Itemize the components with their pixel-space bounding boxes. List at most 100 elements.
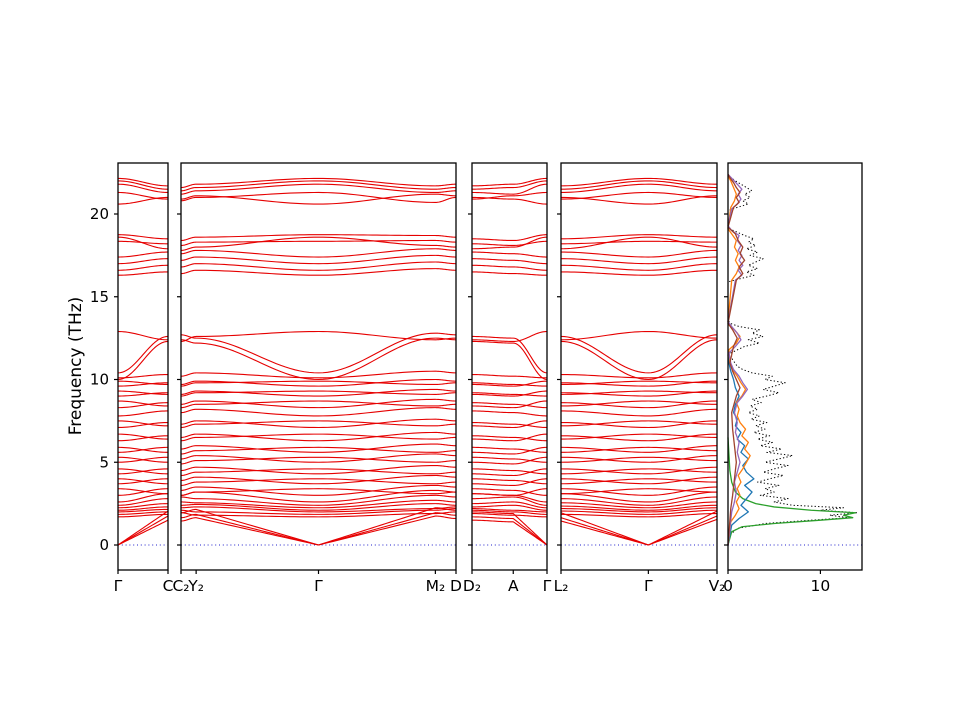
band-line [560,372,718,379]
kpoint-label: D [450,577,462,595]
band-line [180,370,457,379]
band-line [560,445,718,453]
band-line [180,239,456,246]
band-line [471,456,548,463]
band-line [117,400,169,407]
kpoint-label: Γ [543,577,552,595]
kpoint-label: M₂ [426,577,446,595]
band-line [180,433,456,442]
band-line [560,234,718,240]
band-line [471,504,548,511]
panel-border [117,162,169,571]
band-line [181,508,457,515]
band-line [560,191,718,200]
band-line [560,486,718,496]
band-line [180,488,457,496]
y-tick-label: 10 [90,371,109,389]
panel-border [560,162,718,571]
y-tick-label: 0 [99,536,109,554]
band-line [117,456,169,463]
kpoint-label: Γ [114,577,123,595]
band-line [117,390,169,395]
band-line [471,335,548,374]
band-line [560,468,718,475]
band-line [472,271,547,276]
band-line [180,180,457,192]
band-line [471,496,548,506]
band-line [471,421,548,429]
band-line [117,468,169,475]
band-line [471,240,548,246]
band-line [180,261,457,271]
band-line [471,234,548,242]
band-line [471,390,548,397]
band-line [560,476,718,485]
band-line [471,513,548,518]
band-line [117,488,169,495]
band-line [471,382,548,387]
band-line [117,410,169,417]
band-line [560,446,718,453]
band-line [472,264,548,271]
band-line [471,508,548,513]
band-line [117,498,169,506]
band-line [117,420,169,427]
band-line [471,501,548,509]
band-line [117,191,169,200]
kpoint-label: D₂ [463,577,481,595]
dos-curve-pdos-blue [727,354,755,546]
band-line [117,373,169,379]
band-line [117,515,169,546]
panel-border [727,162,863,571]
band-line [117,506,169,511]
band-line [180,337,457,381]
band-line [560,236,718,250]
band-line [180,248,457,258]
band-line [560,455,718,463]
band-line [471,519,548,546]
kpoint-label: C [163,577,174,595]
band-line [117,402,169,409]
band-line [560,433,718,442]
kpoint-label: Γ [314,577,323,595]
dos-curve-pdos-green [727,437,857,546]
band-line [560,400,718,409]
band-line [180,378,456,387]
band-line [117,382,169,387]
kpoint-label: A [508,577,519,595]
band-line [560,420,718,427]
band-line [117,271,169,276]
band-line [117,510,169,546]
band-line [560,513,718,518]
band-line [180,254,457,265]
band-line [180,443,457,453]
band-line [117,511,169,515]
band-line [471,251,548,258]
band-line [117,258,169,265]
band-line [180,456,456,465]
band-line [117,519,169,546]
band-line [472,380,548,387]
band-line [180,420,456,429]
band-line [471,400,548,409]
band-panel-1: 0 5 10 15 20 Γ C [90,162,174,595]
dos-curve-pdos-purple [727,173,749,546]
band-line [472,446,548,453]
band-line [117,503,169,509]
band-line [471,468,548,477]
band-line [117,251,169,258]
band-line [560,180,718,190]
band-line [560,433,718,440]
band-line [180,418,457,429]
band-line [471,410,548,417]
kpoint-label: V₂ [709,577,726,595]
band-line [560,478,718,485]
band-line [180,478,457,486]
band-line [180,268,457,276]
band-line [471,488,548,496]
band-line [560,488,718,495]
band-line [180,177,457,189]
band-line [560,195,718,205]
